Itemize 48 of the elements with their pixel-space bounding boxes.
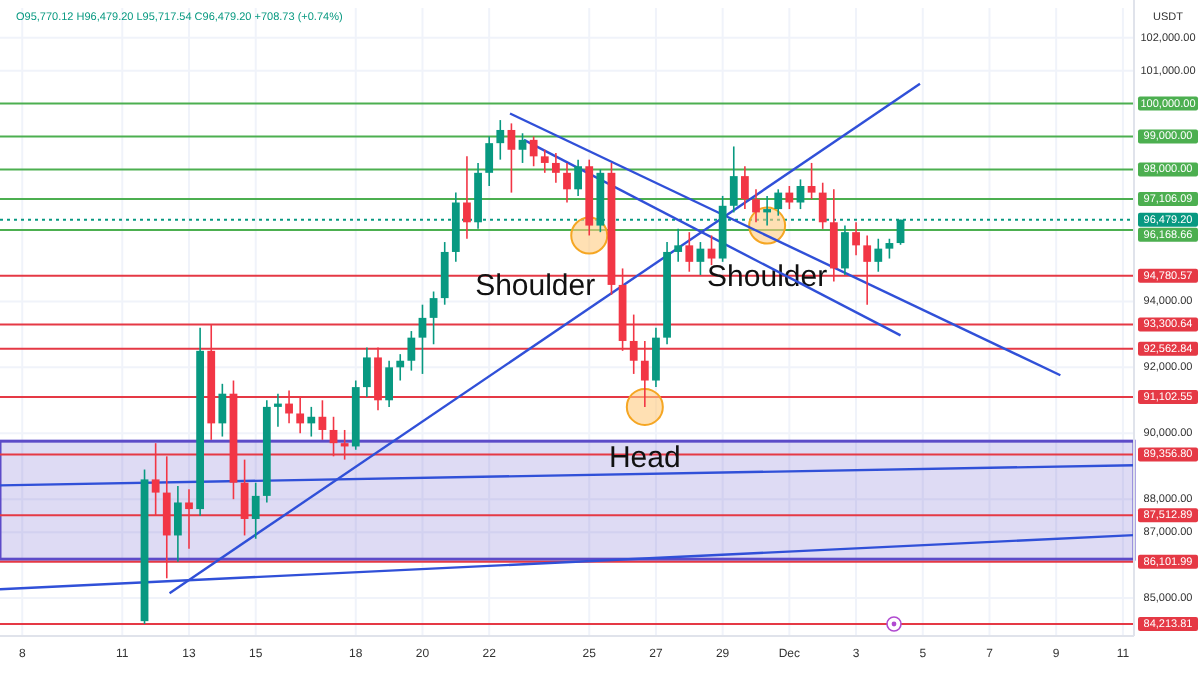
candlestick	[640, 340, 649, 408]
candlestick	[652, 326, 660, 388]
candlestick	[162, 455, 171, 580]
candlestick	[251, 481, 260, 540]
candlestick	[574, 158, 583, 197]
candlestick	[629, 313, 638, 375]
candlestick	[429, 290, 438, 346]
candlestick	[674, 228, 683, 263]
candlestick	[418, 303, 427, 375]
annotation: Shoulder	[475, 269, 596, 304]
candlestick	[385, 359, 394, 408]
candlestick	[173, 485, 182, 563]
candlestick	[807, 162, 816, 200]
candlestick	[729, 145, 738, 214]
candlestick	[485, 135, 494, 187]
candlestick	[707, 234, 716, 266]
candlestick	[551, 152, 560, 184]
candlestick	[518, 132, 527, 164]
candlestick	[740, 165, 749, 210]
candlestick	[852, 221, 860, 257]
candlestick	[507, 122, 516, 194]
candlestick	[218, 383, 227, 438]
candlestick	[841, 224, 849, 276]
candlestick	[529, 135, 538, 168]
candlestick	[829, 188, 838, 283]
candlestick	[440, 241, 449, 306]
candlestick	[818, 181, 827, 230]
candlestick	[151, 442, 160, 517]
candlestick	[752, 188, 760, 224]
candlestick	[463, 155, 471, 240]
candlestick	[563, 162, 571, 204]
candlestick	[362, 346, 371, 398]
candlestick	[296, 396, 305, 435]
candlestick	[307, 406, 316, 438]
candlestick	[540, 148, 549, 174]
candlestick	[685, 231, 694, 273]
candlestick	[285, 389, 293, 425]
candlestick	[874, 237, 883, 273]
candlestick	[374, 346, 382, 411]
candlestick	[407, 330, 416, 372]
candlestick	[396, 353, 405, 382]
candlestick	[496, 119, 505, 161]
candlestick	[185, 488, 193, 550]
candlestick	[340, 429, 349, 461]
candlestick	[863, 234, 872, 306]
candlestick	[785, 185, 794, 210]
candlestick	[274, 392, 282, 428]
candlestick	[885, 237, 894, 260]
